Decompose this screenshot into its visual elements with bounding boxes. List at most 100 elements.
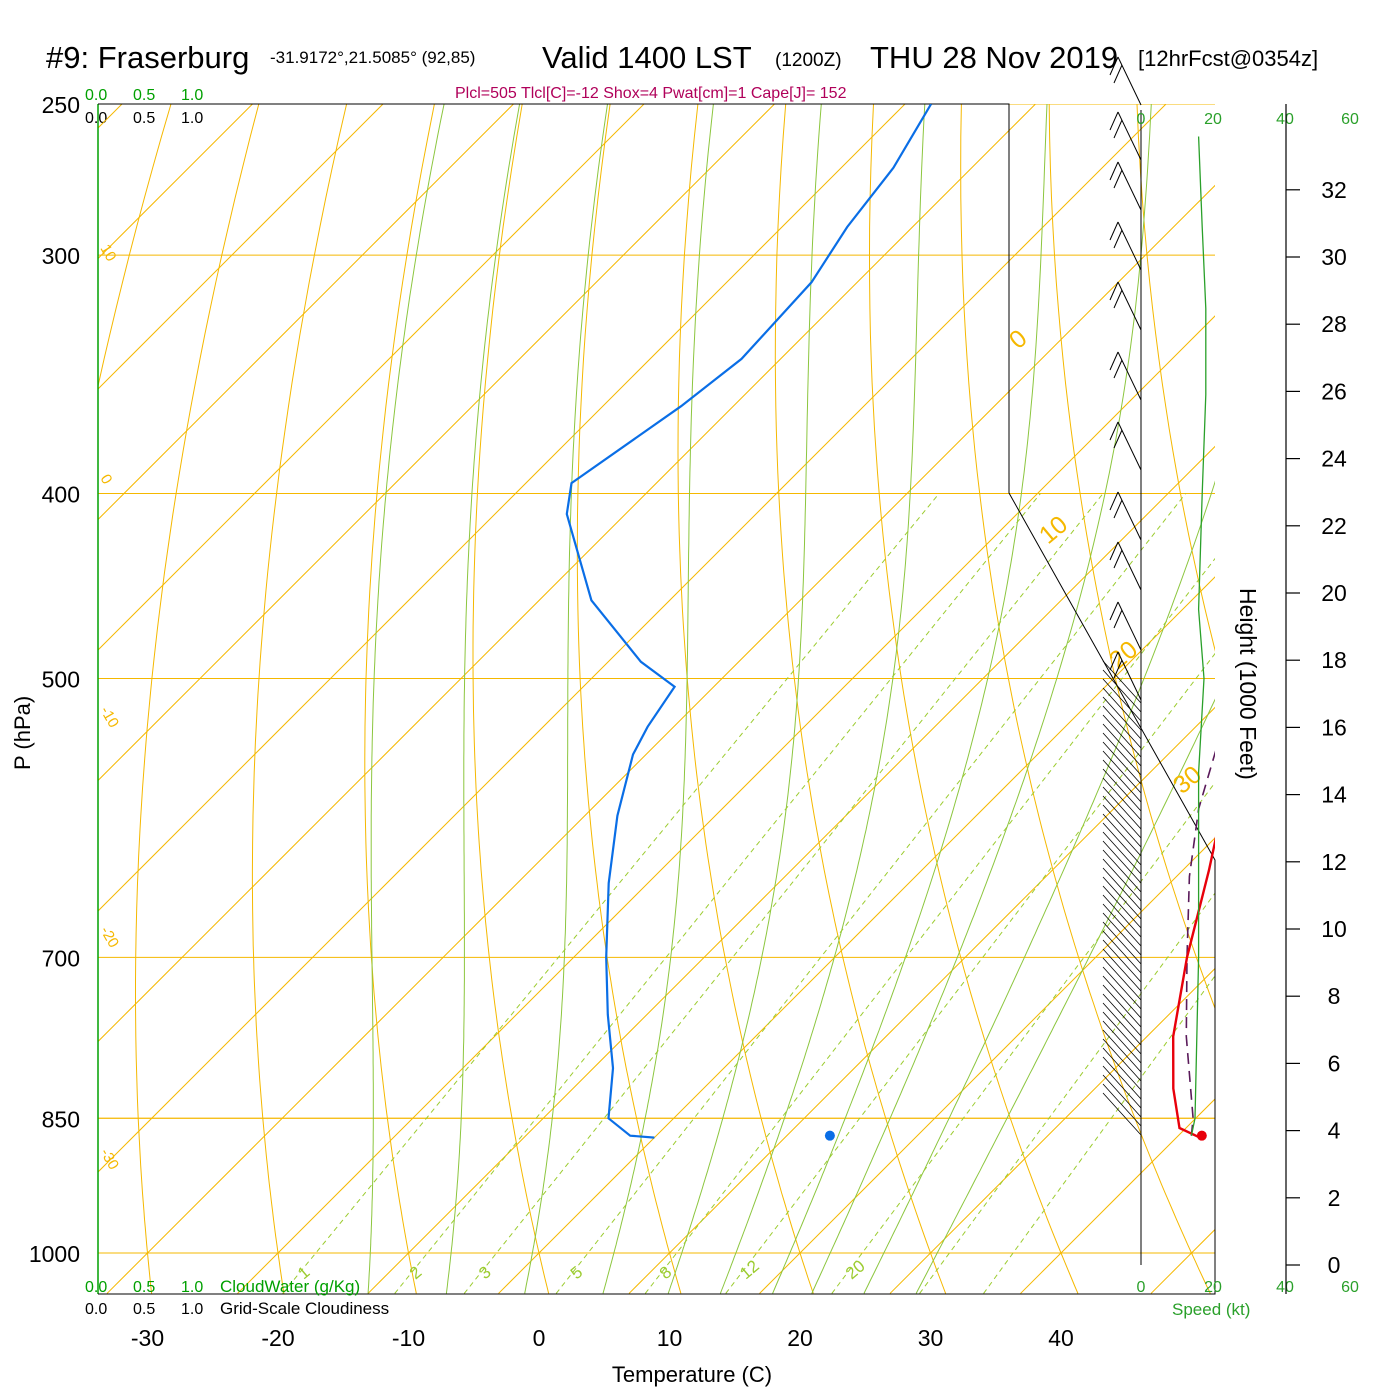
wind-barb xyxy=(1102,750,1142,794)
temperature-tick-label: -10 xyxy=(392,1325,425,1351)
speed-tick-bottom: 60 xyxy=(1341,1279,1359,1296)
isotherm-label: 0 xyxy=(1004,324,1033,354)
speed-tick-bottom: 0 xyxy=(1137,1279,1146,1296)
cloud-bot-black-1: 0.5 xyxy=(133,1301,155,1318)
y-axis-label: P (hPa) xyxy=(10,696,35,770)
title-valid: Valid 1400 LST xyxy=(542,40,752,75)
wind-barb-flag xyxy=(1113,289,1123,309)
wind-barb xyxy=(1102,894,1142,938)
wind-barb xyxy=(1102,1038,1142,1082)
mixing-ratio-line xyxy=(394,493,1041,1294)
title-forecast: [12hrFcst@0354z] xyxy=(1138,46,1318,71)
isotherm xyxy=(98,104,775,782)
wind-barb xyxy=(1102,966,1142,1010)
cloud-scale-top: 0.0 0.5 1.0 0.0 0.5 1.0 xyxy=(85,87,203,127)
height-tick-label: 20 xyxy=(1321,580,1347,606)
wind-barb xyxy=(1102,705,1142,749)
dry-adiabat xyxy=(1048,104,1215,1010)
pressure-tick-label: 1000 xyxy=(29,1241,80,1267)
wind-barb-flag xyxy=(1109,491,1119,511)
cloud-bot-green-2: 1.0 xyxy=(181,1279,203,1296)
cloud-bot-black-2: 1.0 xyxy=(181,1301,203,1318)
moist-adiabat xyxy=(915,698,1215,1294)
wind-barb xyxy=(1102,741,1142,785)
wind-barb xyxy=(1102,786,1142,830)
moist-adiabat xyxy=(445,104,521,1294)
wind-barb xyxy=(1117,221,1142,271)
wind-barb xyxy=(1102,831,1142,875)
height-tick-label: 28 xyxy=(1321,311,1347,337)
mixing-ratio-line xyxy=(282,493,940,1294)
temperature-tick-label: 40 xyxy=(1048,1325,1074,1351)
wind-barb-flag xyxy=(1109,281,1119,301)
speed-tick-top: 20 xyxy=(1204,111,1222,128)
cloud-scale-bottom: 0.0 0.5 1.0 CloudWater (g/Kg) 0.0 0.5 1.… xyxy=(85,1277,389,1318)
wind-barb xyxy=(1117,541,1142,591)
surface-temperature-marker xyxy=(1196,1130,1207,1141)
temperature-tick-label: -30 xyxy=(131,1325,164,1351)
wind-barb xyxy=(1102,687,1142,731)
wind-barb xyxy=(1102,1029,1142,1073)
height-tick-label: 4 xyxy=(1328,1118,1341,1144)
x-axis-label: Temperature (C) xyxy=(612,1362,772,1387)
moist-adiabat xyxy=(863,480,1215,1294)
temperature-tick-label: -20 xyxy=(261,1325,294,1351)
height-tick-label: 30 xyxy=(1321,244,1347,270)
dry-adiabat xyxy=(472,104,550,1294)
wind-barb xyxy=(1102,759,1142,803)
isotherm xyxy=(98,104,906,912)
dry-adiabat xyxy=(576,104,682,1294)
title-date: THU 28 Nov 2019 xyxy=(870,40,1118,75)
wind-barb-flag xyxy=(1109,56,1119,76)
wind-barb xyxy=(1102,660,1142,704)
wind-barb xyxy=(1102,795,1142,839)
wind-barb xyxy=(1102,930,1142,974)
wind-barb xyxy=(1102,912,1142,956)
isotherm xyxy=(237,315,1215,1294)
wind-barb-flag xyxy=(1113,64,1123,84)
sounding-profiles xyxy=(565,104,1215,1141)
cloud-bot-green-1: 0.5 xyxy=(133,1279,155,1296)
dry-adiabat xyxy=(774,104,947,1294)
wind-barb xyxy=(1102,867,1142,911)
wind-barb xyxy=(1102,858,1142,902)
wind-barb xyxy=(1102,903,1142,947)
wind-barb xyxy=(1102,696,1142,740)
title-coords: -31.9172°,21.5085° (92,85) xyxy=(270,48,475,67)
wind-barb-flag xyxy=(1113,659,1123,679)
wind-barb-flag xyxy=(1113,429,1123,449)
wind-speed-profile xyxy=(1190,136,1207,1136)
pressure-tick-label: 850 xyxy=(42,1106,80,1132)
wind-barb xyxy=(1102,1065,1142,1109)
mixing-ratio-line xyxy=(555,493,1187,1294)
moist-adiabat xyxy=(367,104,445,1294)
wind-barb-flag xyxy=(1109,541,1119,561)
thermo-grid xyxy=(98,104,1215,1294)
dry-adiabat xyxy=(960,104,1211,1294)
height-tick-label: 2 xyxy=(1328,1185,1341,1211)
stability-indices: Plcl=505 Tlcl[C]=-12 Shox=4 Pwat[cm]=1 C… xyxy=(455,85,847,102)
isotherm xyxy=(889,967,1215,1294)
mixing-ratio-line xyxy=(463,493,1104,1294)
wind-barb xyxy=(1117,161,1142,211)
wind-barb xyxy=(1102,669,1142,713)
isotherm-label: 30 xyxy=(1168,760,1207,799)
temperature-tick-label: 30 xyxy=(918,1325,944,1351)
mixing-ratio-line xyxy=(983,975,1215,1294)
temperature-trace xyxy=(1171,836,1215,1139)
height-tick-label: 26 xyxy=(1321,378,1347,404)
wind-barb xyxy=(1102,723,1142,767)
wind-barb-flag xyxy=(1113,169,1123,189)
wind-barb-flag xyxy=(1109,161,1119,181)
speed-tick-top: 0 xyxy=(1137,111,1146,128)
cloud-top-black-2: 1.0 xyxy=(181,110,203,127)
wind-barb xyxy=(1102,939,1142,983)
wind-barb-flag xyxy=(1109,111,1119,131)
speed-tick-top: 60 xyxy=(1341,111,1359,128)
dry-adiabat xyxy=(1136,104,1215,652)
isotherm xyxy=(98,104,253,260)
moist-adiabat xyxy=(719,104,926,1294)
wind-barb xyxy=(1102,849,1142,893)
